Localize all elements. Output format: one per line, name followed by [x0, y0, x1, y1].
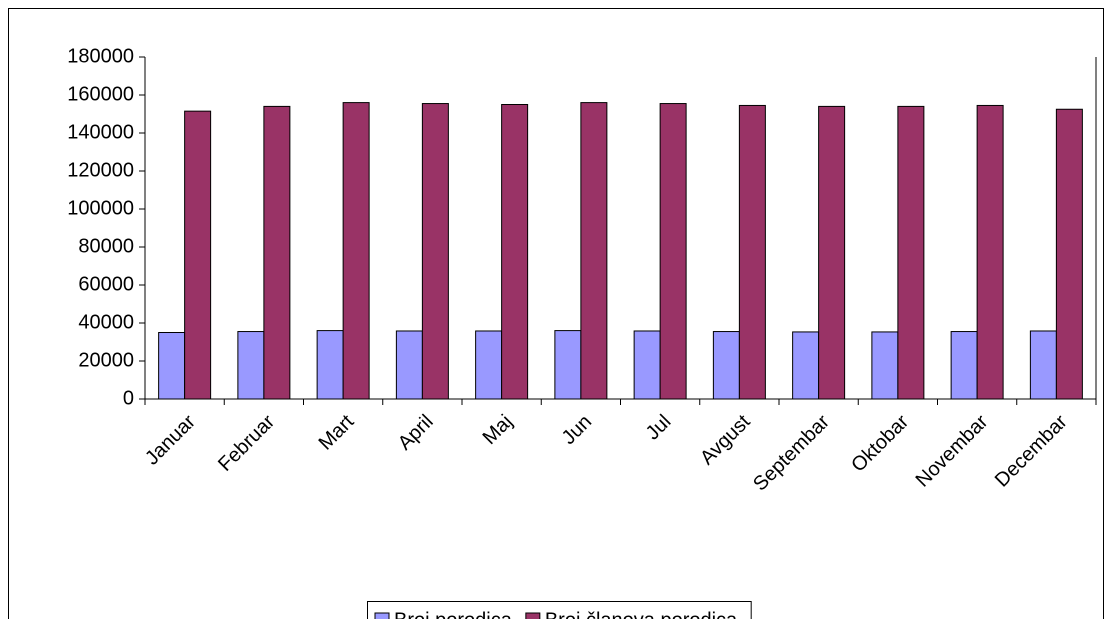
bar: [633, 330, 661, 400]
bar: [237, 331, 265, 400]
bar: [659, 103, 687, 400]
y-tick-label: 60000: [78, 273, 134, 295]
bar: [818, 105, 846, 400]
legend-swatch: [525, 612, 541, 624]
bar: [580, 102, 608, 400]
bar: [395, 330, 423, 400]
bar: [1055, 108, 1083, 400]
y-tick-label: 80000: [78, 235, 134, 257]
legend-label: Broj porodica: [394, 609, 513, 619]
bar: [158, 332, 186, 400]
bar: [501, 104, 529, 400]
bar: [475, 330, 503, 400]
bar: [554, 330, 582, 400]
y-tick-label: 160000: [67, 83, 134, 105]
bar: [342, 102, 370, 400]
bar: [792, 331, 820, 400]
plot-area: [145, 57, 1096, 399]
bar: [421, 103, 449, 400]
legend-swatch: [374, 612, 390, 624]
bar: [738, 104, 766, 400]
legend: Broj porodica Broj članova porodica: [367, 601, 752, 624]
y-tick-label: 40000: [78, 311, 134, 333]
y-tick-label: 180000: [67, 45, 134, 67]
y-tick-label: 100000: [67, 197, 134, 219]
bar: [950, 331, 978, 400]
y-tick-label: 0: [123, 387, 134, 409]
y-tick-label: 20000: [78, 349, 134, 371]
y-tick-label: 140000: [67, 121, 134, 143]
legend-label: Broj članova porodica: [545, 609, 738, 619]
bar: [1029, 330, 1057, 400]
bar: [976, 104, 1004, 400]
bar: [871, 331, 899, 400]
y-tick-label: 120000: [67, 159, 134, 181]
bar: [897, 105, 925, 400]
bar: [263, 105, 291, 400]
bar: [316, 330, 344, 400]
bar: [712, 331, 740, 400]
bar: [184, 110, 212, 400]
